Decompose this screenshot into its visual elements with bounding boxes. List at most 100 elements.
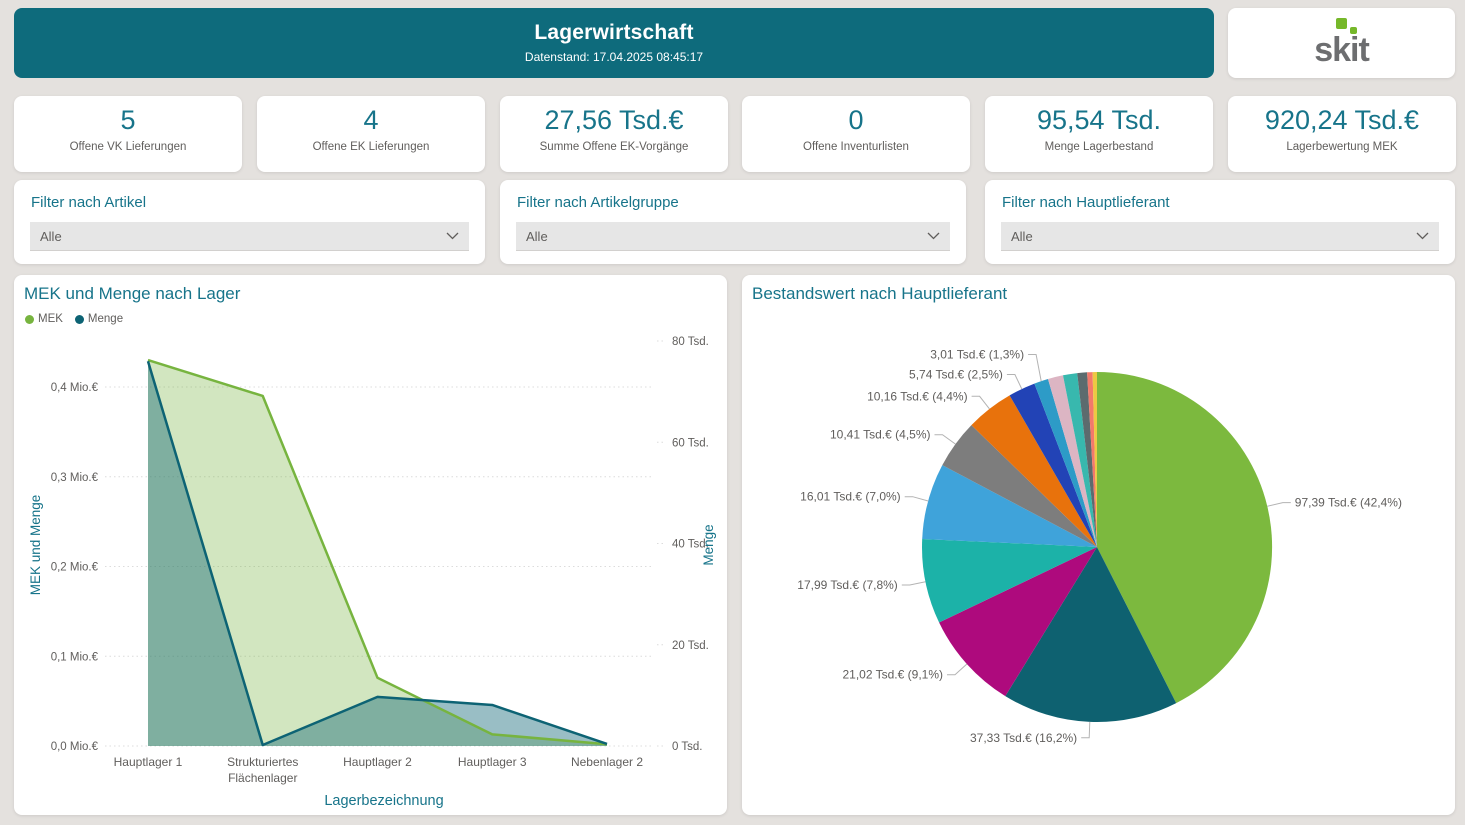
filter-card-artikelgruppe: Filter nach Artikelgruppe Alle (500, 180, 966, 264)
combo-chart-card: 0,0 Mio.€ 0,1 Mio.€ 0,2 Mio.€ 0,3 Mio.€ 0,4 … (14, 275, 727, 815)
line-mek[interactable] (147, 358, 608, 746)
kpi-card-offene-inventurlisten: 0 Offene Inventurlisten (742, 96, 970, 172)
x-category-label: Strukturiertes (227, 755, 298, 769)
area-menge[interactable] (148, 361, 607, 746)
pie-data-label: 16,01 Tsd.€ (7,0%) (800, 490, 901, 504)
artikel-dropdown[interactable]: Alle (30, 222, 469, 251)
pie-label-leader (1028, 354, 1042, 382)
filter-title: Filter nach Artikel (31, 194, 147, 211)
pie-chart-title: Bestandswert nach Hauptlieferant (752, 284, 1008, 303)
kpi-card-menge-lagerbestand: 95,54 Tsd. Menge Lagerbestand (985, 96, 1213, 172)
pie-slice-K100021[interactable] (1034, 379, 1097, 547)
page-title: Lagerwirtschaft (534, 21, 694, 44)
kpi-card-lagerbewertung-mek: 920,24 Tsd.€ Lagerbewertung MEK (1228, 96, 1456, 172)
dropdown-value: Alle (40, 228, 62, 244)
kpi-value: 5 (120, 105, 136, 135)
legend-label: MEK (38, 313, 63, 325)
filter-title: Filter nach Hauptlieferant (1002, 194, 1170, 211)
logo-card: skit (1228, 8, 1455, 78)
kpi-value: 4 (363, 105, 379, 135)
left-axis-title: MEK und Menge (28, 495, 43, 596)
dropdown-value: Alle (526, 228, 548, 244)
x-category-label: Flächenlager (228, 771, 297, 785)
legend-item-mek[interactable]: MEK (25, 313, 63, 325)
legend-label: Menge (87, 313, 124, 325)
kpi-label: Lagerbewertung MEK (1286, 141, 1398, 153)
pie-slice-K100000[interactable] (939, 547, 1097, 697)
kpi-value: 0 (848, 105, 864, 135)
kpi-card-offene-vk-lieferungen: 5 Offene VK Lieferungen (14, 96, 242, 172)
pie-slice-K100002[interactable] (1048, 375, 1097, 547)
combo-chart-legend: MEK Menge (25, 313, 123, 325)
pie-slice-(Leer)[interactable] (1005, 547, 1177, 723)
pie-label-leader (901, 581, 926, 586)
pie-slice-other[interactable] (1087, 372, 1097, 547)
legend-dot (25, 314, 34, 324)
pie-chart-card: 97,39 Tsd.€ (42,4%) 37,33 Tsd.€ (16,2%) 21… (742, 275, 1455, 815)
right-axis-tick: 60 Tsd. (672, 437, 709, 449)
left-axis-tick: 0,2 Mio.€ (51, 562, 99, 574)
line-menge[interactable] (146, 360, 608, 747)
pie-data-label: 10,41 Tsd.€ (4,5%) (830, 428, 931, 442)
pie-slice-other[interactable] (1092, 372, 1097, 547)
kpi-label: Offene VK Lieferungen (69, 141, 187, 153)
kpi-label: Offene Inventurlisten (803, 141, 909, 153)
pie-slice-K200001[interactable] (922, 539, 1097, 623)
x-axis-title: Lagerbezeichnung (324, 793, 443, 809)
kpi-card-offene-ek-lieferungen: 4 Offene EK Lieferungen (257, 96, 485, 172)
pie-slice-K102224[interactable] (942, 425, 1097, 547)
logo-text: skit (1314, 31, 1370, 69)
hauptlieferant-dropdown[interactable]: Alle (1001, 222, 1439, 251)
header-bar: Lagerwirtschaft Datenstand: 17.04.2025 0… (14, 8, 1214, 78)
right-axis-tick: 0 Tsd. (672, 741, 702, 753)
pie-data-label: 3,01 Tsd.€ (1,3%) (930, 348, 1024, 362)
pie-data-label: 5,74 Tsd.€ (2,5%) (909, 368, 1003, 382)
filter-card-artikel: Filter nach Artikel Alle (14, 180, 485, 264)
right-axis-tick: 80 Tsd. (672, 336, 709, 348)
left-axis-tick: 0,0 Mio.€ (51, 741, 99, 753)
pie-slice-K100001[interactable] (971, 395, 1097, 547)
pie-slice-K100030[interactable] (1009, 383, 1097, 547)
pie-data-label: 37,33 Tsd.€ (16,2%) (970, 731, 1077, 745)
kpi-label: Menge Lagerbestand (1044, 141, 1154, 153)
dropdown-value: Alle (1011, 228, 1033, 244)
right-axis-tick: 20 Tsd. (672, 640, 709, 652)
left-axis-tick: 0,1 Mio.€ (51, 651, 99, 663)
pie-chart-plot: 97,39 Tsd.€ (42,4%) 37,33 Tsd.€ (16,2%) 21… (797, 348, 1402, 745)
x-category-label: Hauptlager 1 (114, 755, 183, 769)
pie-slice-K200000[interactable] (1097, 371, 1273, 704)
left-axis-tick: 0,3 Mio.€ (51, 472, 99, 484)
filter-card-hauptlieferant: Filter nach Hauptlieferant Alle (985, 180, 1455, 264)
logo-square-icon (1350, 27, 1357, 34)
pie-label-leader (934, 434, 956, 445)
pie-label-leader (947, 663, 968, 676)
pie-slice-K100003[interactable] (922, 465, 1097, 547)
pie-slice-other[interactable] (1063, 373, 1097, 547)
chevron-down-icon[interactable] (1416, 232, 1429, 240)
kpi-value: 95,54 Tsd. (1036, 105, 1162, 135)
pie-data-label: 10,16 Tsd.€ (4,4%) (867, 389, 968, 403)
chevron-down-icon[interactable] (446, 232, 459, 240)
filter-title: Filter nach Artikelgruppe (517, 194, 679, 211)
pie-slice-other[interactable] (1077, 372, 1097, 547)
pie-data-label: 21,02 Tsd.€ (9,1%) (842, 668, 943, 682)
kpi-value: 920,24 Tsd.€ (1264, 105, 1420, 135)
area-mek[interactable] (148, 360, 607, 746)
data-timestamp: Datenstand: 17.04.2025 08:45:17 (524, 50, 704, 64)
artikelgruppe-dropdown[interactable]: Alle (516, 222, 950, 251)
right-axis-title: Menge (701, 524, 716, 565)
kpi-label: Summe Offene EK-Vorgänge (539, 141, 689, 153)
combo-chart-plot: 0,0 Mio.€ 0,1 Mio.€ 0,2 Mio.€ 0,3 Mio.€ 0,4 … (28, 336, 716, 809)
right-axis-tick: 40 Tsd. (672, 539, 709, 551)
legend-item-menge[interactable]: Menge (74, 313, 124, 325)
combo-chart-title: MEK und Menge nach Lager (24, 284, 241, 303)
chevron-down-icon[interactable] (927, 232, 940, 240)
kpi-label: Offene EK Lieferungen (312, 141, 430, 153)
x-category-label: Hauptlager 3 (458, 755, 527, 769)
legend-dot (74, 314, 84, 324)
kpi-card-summe-offene-ek-vorgaenge: 27,56 Tsd.€ Summe Offene EK-Vorgänge (500, 96, 728, 172)
pie-data-label: 97,39 Tsd.€ (42,4%) (1295, 496, 1402, 510)
x-category-label: Hauptlager 2 (343, 755, 412, 769)
pie-label-leader (1006, 374, 1023, 390)
